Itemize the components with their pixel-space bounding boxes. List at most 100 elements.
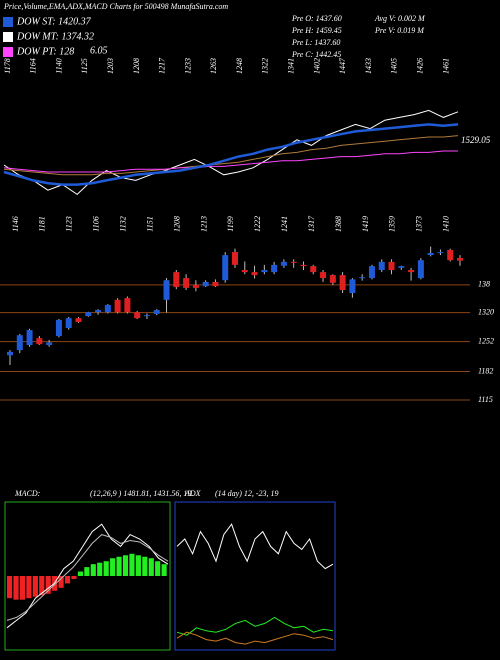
histogram-bar <box>122 555 129 576</box>
histogram-bar <box>90 564 96 576</box>
histogram-bar <box>45 576 51 594</box>
y-tick-label: 1252 <box>478 336 494 345</box>
y-tick-label: 1115 <box>478 395 493 404</box>
histogram-bar <box>155 561 161 576</box>
top-label: 1373 <box>415 216 424 232</box>
top-label: 1213 <box>199 216 208 232</box>
candle-body <box>95 310 102 313</box>
top-label: 1164 <box>29 58 38 73</box>
top-label: 1341 <box>287 58 296 74</box>
histogram-bar <box>71 576 77 579</box>
candle-body <box>163 280 170 300</box>
legend-swatch <box>3 32 13 42</box>
top-label: 1317 <box>307 215 316 232</box>
candle-body <box>143 315 150 317</box>
candle-body <box>280 261 287 266</box>
top-label: 1178 <box>3 58 12 73</box>
candle-body <box>104 304 111 313</box>
candle-body <box>447 249 454 261</box>
info-right: Pre V: 0.019 M <box>374 26 425 35</box>
info-left: Pre L: 1437.60 <box>291 38 340 47</box>
candle-body <box>55 319 62 337</box>
y-tick-label: 138 <box>478 280 490 289</box>
histogram-bar <box>13 576 19 600</box>
candle-body <box>359 277 366 279</box>
candle-body <box>300 264 307 267</box>
histogram-bar <box>32 576 38 597</box>
info-left: Pre C: 1442.45 <box>291 50 341 59</box>
candle-body <box>271 264 278 273</box>
candle-body <box>310 266 317 273</box>
candle-body <box>173 272 180 288</box>
candle-body <box>183 278 190 288</box>
top-label: 1322 <box>261 58 270 74</box>
histogram-bar <box>103 561 109 576</box>
legend-swatch <box>3 17 13 27</box>
candle-body <box>222 255 229 281</box>
indicator-line <box>6 523 169 629</box>
candle-body <box>368 266 375 279</box>
candle-body <box>329 275 336 283</box>
histogram-bar <box>58 576 64 588</box>
candle-body <box>16 335 23 351</box>
histogram-bar <box>110 558 116 576</box>
histogram-bar <box>26 576 32 599</box>
histogram-bar <box>142 556 148 576</box>
panel-title: MACD: <box>14 489 41 498</box>
top-label: 1461 <box>441 58 450 74</box>
candle-body <box>417 260 424 279</box>
legend-swatch <box>3 47 13 57</box>
candle-body <box>46 342 53 346</box>
candle-body <box>320 272 327 279</box>
histogram-bar <box>135 555 141 576</box>
candle-body <box>427 252 434 256</box>
top-label: 1181 <box>38 216 47 231</box>
top-label: 1263 <box>209 58 218 74</box>
candle-body <box>378 261 385 270</box>
histogram-bar <box>148 558 154 576</box>
top-label: 1241 <box>280 216 289 232</box>
top-label: 1125 <box>80 58 89 73</box>
panel-title: ADX <box>184 489 202 498</box>
info-left: Pre H: 1459.45 <box>291 26 342 35</box>
histogram-bar <box>129 553 135 576</box>
candle-body <box>114 299 121 313</box>
legend-label: DOW ST: 1420.37 <box>16 16 92 27</box>
last-value: 1529.05 <box>461 135 491 145</box>
candle-body <box>153 310 160 314</box>
candle-body <box>192 284 199 288</box>
histogram-bar <box>7 576 13 599</box>
candle-body <box>36 338 43 345</box>
histogram-bar <box>77 571 83 576</box>
top-label: 1419 <box>361 216 370 232</box>
candle-body <box>124 298 131 313</box>
y-tick-label: 1320 <box>478 307 494 316</box>
top-label: 1402 <box>312 58 321 74</box>
histogram-bar <box>116 556 122 576</box>
top-label: 1433 <box>364 58 373 74</box>
top-label: 1146 <box>11 216 20 231</box>
info-right: Avg V: 0.002 M <box>374 14 426 23</box>
y-tick-label: 1182 <box>478 366 493 375</box>
candle-body <box>7 351 13 356</box>
candle-body <box>241 269 248 273</box>
candle-body <box>134 312 141 319</box>
candle-body <box>232 252 238 265</box>
candle-body <box>26 330 33 346</box>
page-title: Price,Volume,EMA,ADX,MACD Charts for 500… <box>3 2 228 11</box>
candle-body <box>388 261 395 270</box>
candle-body <box>65 318 72 328</box>
histogram-bar <box>39 576 45 596</box>
candle-body <box>437 252 444 254</box>
candle-body <box>251 272 258 276</box>
panel-border <box>174 501 336 651</box>
top-label: 1359 <box>388 216 397 232</box>
legend-label: DOW PT: 128 <box>16 46 74 57</box>
candle-body <box>212 281 219 287</box>
candle-body <box>398 266 405 268</box>
histogram-bar <box>19 576 26 600</box>
indicator-line <box>3 135 459 176</box>
top-label: 1123 <box>65 216 74 231</box>
top-label: 1151 <box>145 216 154 231</box>
